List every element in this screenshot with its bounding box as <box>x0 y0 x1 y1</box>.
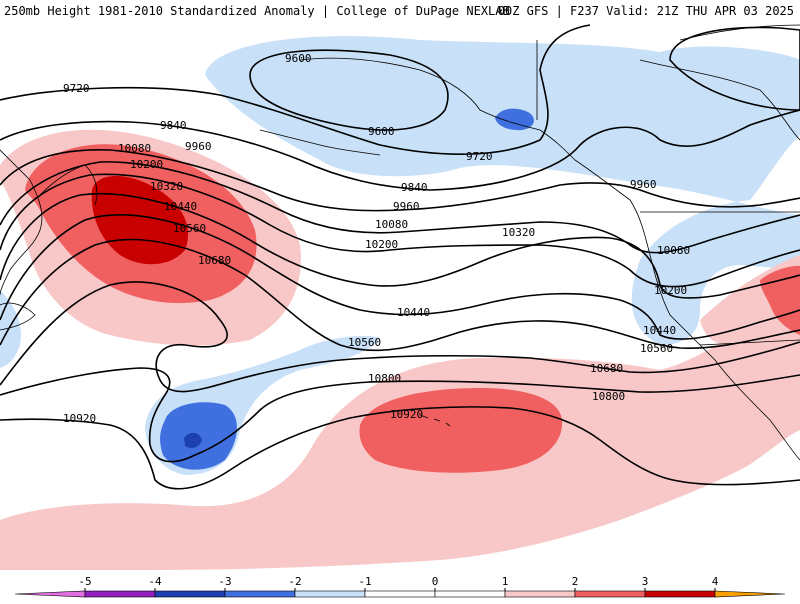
positive-anomaly-shading <box>0 129 800 570</box>
contour-label: 10200 <box>654 284 687 297</box>
colorbar-tick-label: 3 <box>642 575 649 588</box>
contour-label: 10800 <box>592 390 625 403</box>
colorbar-ticks <box>84 588 716 591</box>
colorbar-swatch <box>644 590 716 598</box>
contour-label: 9840 <box>401 181 428 194</box>
contour-9720 <box>0 24 591 156</box>
colorbar-swatch <box>294 590 366 598</box>
colorbar-swatch <box>714 590 786 598</box>
header: 250mb Height 1981-2010 Standardized Anom… <box>0 0 800 22</box>
colorbar-tick-label: 0 <box>432 575 439 588</box>
contour-label: 10680 <box>198 254 231 267</box>
colorbar-tick-label: -1 <box>358 575 371 588</box>
coastline-hawaii <box>419 414 451 427</box>
border-us-mexico <box>699 339 800 346</box>
colorbar-tick-label: -3 <box>218 575 231 588</box>
colorbar-swatch <box>14 590 86 598</box>
contour-10440 <box>0 214 800 340</box>
map-panel: 9600 9600 9720 9720 9840 9840 9960 9960 … <box>0 22 800 572</box>
anomaly-neg1-alaska <box>205 36 800 346</box>
colorbar-tick-label: 1 <box>502 575 509 588</box>
contour-label: 9960 <box>185 140 212 153</box>
contour-labels: 9600 9600 9720 9720 9840 9840 9960 9960 … <box>63 52 690 425</box>
contour-label: 10200 <box>130 158 163 171</box>
contour-10560 <box>0 238 800 352</box>
colorbar-tick-label: -4 <box>148 575 162 588</box>
contour-10200 <box>0 173 800 288</box>
anomaly-neg2-alaska <box>495 108 534 131</box>
contour-label: 9960 <box>630 178 657 191</box>
run-valid-time: 00Z GFS | F237 Valid: 21Z THU APR 03 202… <box>497 4 794 18</box>
contour-label: 10440 <box>397 306 430 319</box>
contour-10680 <box>0 281 800 393</box>
colorbar-swatch <box>84 590 156 598</box>
contour-label: 10680 <box>590 362 623 375</box>
contour-label: 9720 <box>466 150 493 163</box>
coastline-asia <box>0 149 43 296</box>
colorbar-labels: -5 -4 -3 -2 -1 0 1 2 3 4 <box>78 575 718 588</box>
coastline-aleutians <box>259 129 381 156</box>
colorbar-swatch <box>224 590 296 598</box>
contour-label: 9840 <box>160 119 187 132</box>
colorbar-swatch <box>574 590 646 598</box>
contour-label: 9960 <box>393 200 420 213</box>
negative-anomaly-shading <box>0 36 800 475</box>
contour-label: 9720 <box>63 82 90 95</box>
colorbar-swatch <box>364 590 436 598</box>
contour-label: 10920 <box>63 412 96 425</box>
contour-label: 10920 <box>390 408 423 421</box>
contour-label: 10080 <box>657 244 690 257</box>
colorbar-tick-label: -5 <box>78 575 91 588</box>
contour-10320 <box>0 192 800 299</box>
contour-label: 10560 <box>348 336 381 349</box>
contour-label: 10320 <box>502 226 535 239</box>
contour-9960 <box>0 148 800 212</box>
contour-label: 10080 <box>375 218 408 231</box>
anomaly-pos3-west <box>91 175 189 265</box>
contour-10920 <box>0 406 800 490</box>
contour-label: 9600 <box>285 52 312 65</box>
colorbar-tick-label: 4 <box>712 575 719 588</box>
contour-9600-hudson <box>669 26 800 111</box>
height-contours <box>0 24 800 490</box>
colorbar-swatch <box>434 590 506 598</box>
contour-label: 10800 <box>368 372 401 385</box>
contour-label: 9600 <box>368 125 395 138</box>
colorbar-tick-label: 2 <box>572 575 579 588</box>
colorbar-swatch <box>154 590 226 598</box>
colorbar-swatch <box>504 590 576 598</box>
contour-9840 <box>0 109 800 191</box>
contour-9600-alaska <box>249 49 449 131</box>
contour-label: 10560 <box>173 222 206 235</box>
anomaly-neg3-central <box>184 432 202 448</box>
colorbar-swatches <box>14 590 786 598</box>
contour-label: 10440 <box>164 200 197 213</box>
contour-10800 <box>0 367 800 463</box>
contour-label: 10200 <box>365 238 398 251</box>
contour-label: 10080 <box>118 142 151 155</box>
contour-label: 10560 <box>640 342 673 355</box>
map-title: 250mb Height 1981-2010 Standardized Anom… <box>4 4 510 18</box>
contour-10080 <box>0 161 800 254</box>
colorbar-tick-label: -2 <box>288 575 301 588</box>
coastline-canada-north <box>639 59 800 141</box>
colorbar-legend: -5 -4 -3 -2 -1 0 1 2 3 4 <box>0 574 800 600</box>
contour-label: 10320 <box>150 180 183 193</box>
contour-label: 10440 <box>643 324 676 337</box>
anomaly-neg1-west <box>0 290 21 368</box>
coastline-alaska <box>299 57 800 461</box>
